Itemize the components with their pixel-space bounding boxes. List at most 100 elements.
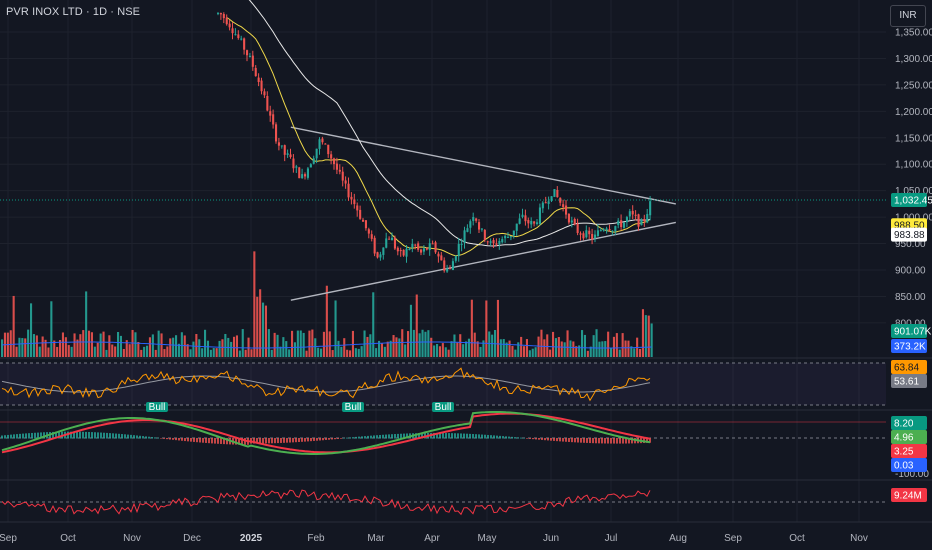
candle-body xyxy=(289,154,292,158)
candle-body xyxy=(228,23,231,28)
price-tick-label: 850.00 xyxy=(895,292,926,303)
macd-tag-bg xyxy=(891,458,927,472)
volume-bar xyxy=(12,295,15,357)
time-tick-label: Aug xyxy=(669,533,687,544)
volume-bar xyxy=(18,337,21,357)
macd-histogram-bar xyxy=(445,433,447,439)
volume-bar xyxy=(314,338,317,357)
macd-histogram-bar xyxy=(619,438,621,444)
volume-bar xyxy=(21,338,24,357)
macd-histogram-bar xyxy=(469,433,471,439)
volume-bar xyxy=(279,346,282,357)
candle-body xyxy=(524,215,527,222)
volume-bar xyxy=(485,300,488,357)
time-tick-label: May xyxy=(478,533,497,544)
volume-bar xyxy=(67,345,70,357)
candle-body xyxy=(217,12,220,14)
price-tick-label: 1,000.00 xyxy=(895,213,932,224)
macd-histogram-bar xyxy=(433,432,435,439)
candle-body xyxy=(359,209,362,219)
macd-histogram-bar xyxy=(112,433,114,439)
volume-bar xyxy=(146,345,149,357)
volume-bar xyxy=(186,344,189,357)
volume-bar xyxy=(583,334,586,357)
candle-body xyxy=(350,196,353,200)
macd-histogram-bar xyxy=(139,435,141,439)
macd-histogram-bar xyxy=(193,438,195,442)
volume-bar xyxy=(447,349,450,357)
volume-bar xyxy=(76,339,79,357)
candle-body xyxy=(515,223,518,231)
rsi-band xyxy=(0,363,886,405)
volume-bar xyxy=(70,346,73,357)
macd-histogram-bar xyxy=(109,433,111,439)
macd-histogram-bar xyxy=(463,433,465,439)
macd-histogram-bar xyxy=(478,434,480,439)
candle-body xyxy=(286,153,289,155)
volume-bar xyxy=(273,332,276,357)
candle-body xyxy=(237,34,240,38)
macd-histogram-bar xyxy=(79,431,81,439)
macd-histogram-bar xyxy=(475,434,477,439)
bottom-indicator-tag-bg xyxy=(891,488,927,502)
candle-body xyxy=(277,142,280,146)
macd-histogram-bar xyxy=(598,438,600,444)
candle-body xyxy=(585,230,588,238)
macd-histogram-bar xyxy=(571,438,573,443)
volume-ma-tag: 373.2K xyxy=(894,342,926,353)
price-axis[interactable]: 1,350.00 1,300.00 1,250.00 1,200.00 1,150.00… xyxy=(895,28,932,481)
time-axis[interactable]: Sep Oct Nov Dec 2025 Feb Mar Apr May Jun Jul Aug Sep… xyxy=(0,533,868,544)
candle-body xyxy=(594,234,597,239)
macd-histogram-bar xyxy=(439,432,441,439)
bull-marker xyxy=(432,402,454,412)
macd-histogram-bar xyxy=(502,436,504,439)
volume-bar xyxy=(224,333,227,357)
macd-tag: 8.20 xyxy=(894,419,914,430)
macd-histogram-bar xyxy=(418,433,420,439)
volume-bar xyxy=(189,349,192,357)
macd-histogram-bar xyxy=(331,438,333,440)
macd-histogram-bar xyxy=(37,432,39,439)
grid xyxy=(0,0,932,523)
candle-body xyxy=(396,247,399,252)
candle-body xyxy=(364,220,367,229)
volume-bar xyxy=(549,349,552,357)
volume-bar xyxy=(641,309,644,357)
triangle-trendlines[interactable] xyxy=(0,126,886,301)
volume-bar xyxy=(230,341,233,357)
volume-bar xyxy=(612,336,615,357)
candle-body xyxy=(463,230,466,243)
macd-histogram-bar xyxy=(256,438,258,444)
volume-bar xyxy=(409,304,412,357)
candle-body xyxy=(272,114,275,125)
candle-body xyxy=(341,171,344,181)
macd-histogram-bar xyxy=(118,433,120,439)
price-tag-bg xyxy=(891,192,927,207)
macd-histogram-bar xyxy=(505,436,507,439)
candle-body xyxy=(324,143,327,145)
volume-bar xyxy=(317,347,320,357)
macd-histogram-bar xyxy=(25,433,27,439)
macd-histogram-bar xyxy=(286,438,288,443)
volume-bar xyxy=(462,344,465,357)
volume-bar xyxy=(479,346,482,357)
bottom-indicator-tag: 9.24M xyxy=(894,491,922,502)
currency-button[interactable]: INR xyxy=(890,5,926,27)
candle-body xyxy=(451,261,454,271)
volume-bar xyxy=(578,345,581,357)
volume-bar xyxy=(250,349,253,357)
volume-bar xyxy=(73,333,76,357)
candle-body xyxy=(405,248,408,257)
macd-histogram-bar xyxy=(496,435,498,439)
volume-bar xyxy=(175,335,178,357)
volume-bar xyxy=(456,342,459,357)
macd-histogram-bar xyxy=(613,438,615,444)
volume-bar xyxy=(218,340,221,357)
macd-histogram-bar xyxy=(157,437,159,439)
volume-bar xyxy=(523,346,526,357)
volume-bar xyxy=(117,331,120,357)
macd-tag-bg xyxy=(891,444,927,458)
macd-histogram-bar xyxy=(22,433,24,439)
candle-body xyxy=(495,243,498,245)
